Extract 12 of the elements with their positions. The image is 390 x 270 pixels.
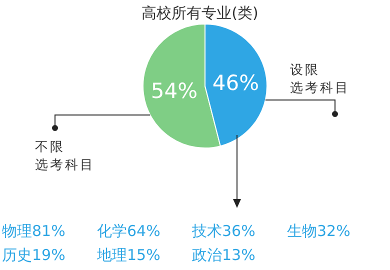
text: 生物32%: [287, 222, 350, 240]
text: 地理15%: [96, 246, 160, 264]
text: 历史19%: [2, 246, 66, 264]
text: 化学64%: [97, 222, 160, 240]
slice-label: 设限选考科目: [290, 63, 350, 96]
chart-title: 高校所有专业(类): [142, 4, 258, 22]
slice-label: 不限选考科目: [35, 140, 95, 173]
text: 政治13%: [192, 246, 256, 264]
data-label: 46%: [212, 71, 260, 96]
text: 技术36%: [191, 222, 256, 240]
data-label: 54%: [150, 78, 198, 103]
text: 物理81%: [2, 222, 66, 240]
